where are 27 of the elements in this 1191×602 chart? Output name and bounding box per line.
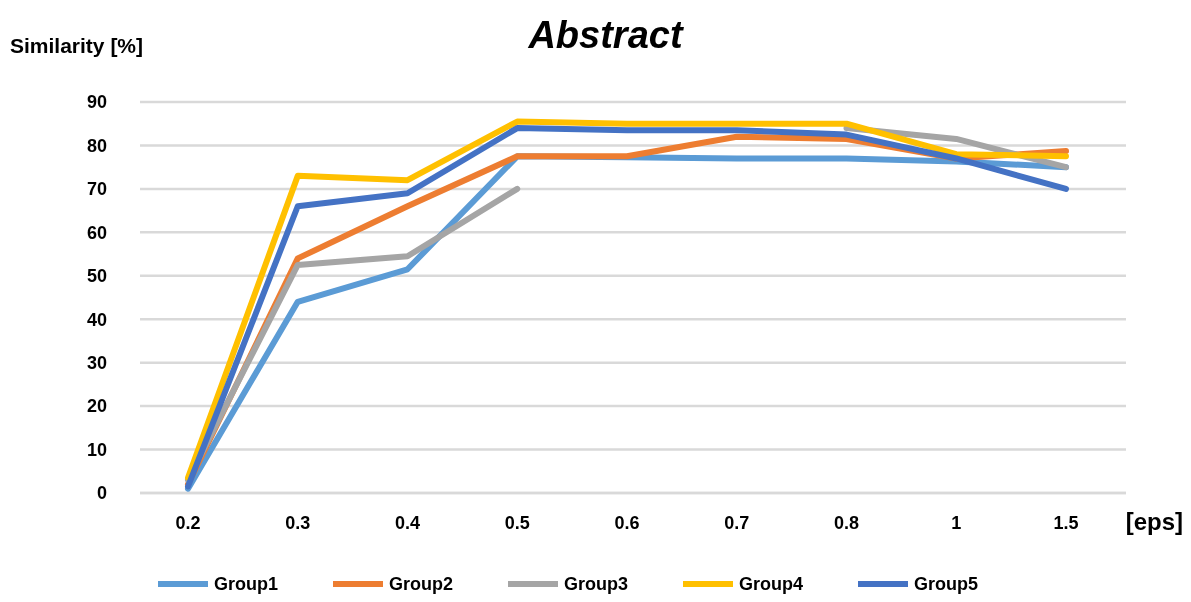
legend-label: Group4 [739, 574, 804, 595]
y-tick-label: 50 [86, 266, 107, 287]
x-tick-label: 0.4 [394, 513, 421, 533]
y-tick-label: 60 [86, 222, 107, 243]
x-tick-label: 0.6 [614, 513, 640, 533]
legend-label: Group1 [214, 574, 279, 595]
x-tick-label: 0.3 [285, 513, 311, 533]
legend-label: Group3 [564, 574, 629, 595]
x-tick-label: 1 [951, 513, 962, 533]
y-tick-label: 90 [86, 92, 107, 113]
y-tick-label: 40 [86, 309, 107, 330]
chart-title: Abstract [527, 14, 684, 56]
x-tick-label: 0.7 [724, 513, 750, 533]
y-tick-label: 0 [96, 483, 107, 504]
y-tick-label: 10 [86, 439, 107, 460]
x-tick-label: 0.2 [175, 513, 201, 533]
y-tick-label: 20 [86, 396, 107, 417]
x-axis-title: [eps] [1125, 508, 1183, 535]
legend-label: Group5 [914, 574, 979, 595]
y-axis-title: Similarity [%] [10, 34, 144, 57]
y-tick-label: 30 [86, 352, 107, 373]
y-tick-label: 70 [86, 179, 107, 200]
x-tick-label: 0.5 [504, 513, 530, 533]
x-tick-label: 0.8 [833, 513, 860, 533]
y-tick-label: 80 [86, 135, 107, 156]
x-tick-label: 1.5 [1053, 513, 1079, 533]
legend-label: Group2 [389, 574, 454, 595]
